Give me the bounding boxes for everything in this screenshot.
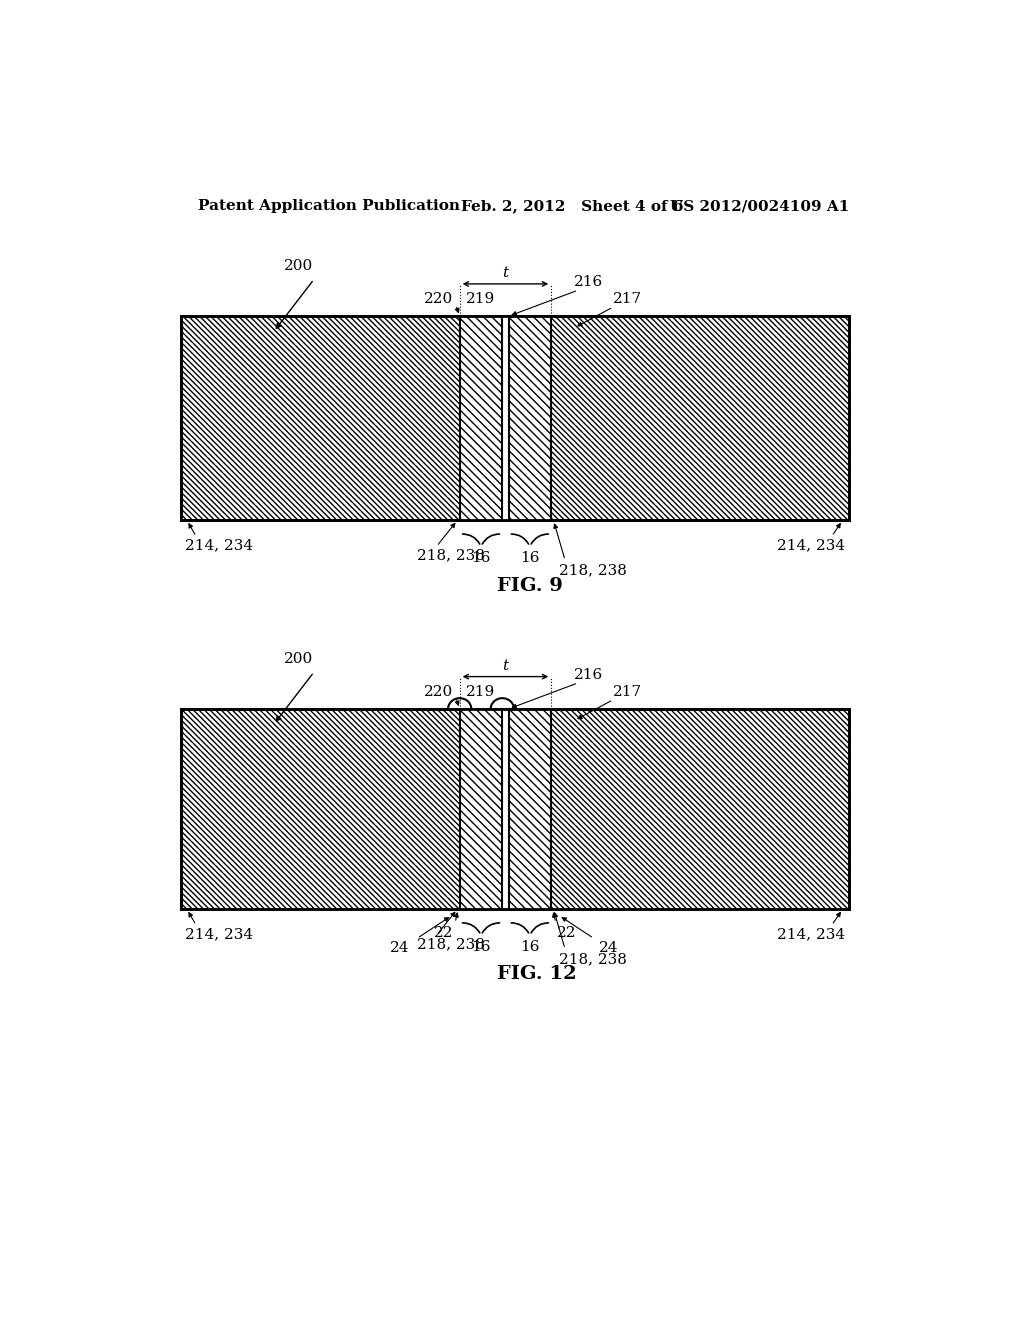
Text: 200: 200 <box>284 652 313 665</box>
Text: 16: 16 <box>520 940 540 954</box>
Text: 220: 220 <box>424 292 454 306</box>
Bar <box>180 317 460 520</box>
Text: 16: 16 <box>520 552 540 565</box>
Bar <box>180 709 460 909</box>
Text: 200: 200 <box>284 259 313 273</box>
Text: 218, 238: 218, 238 <box>417 937 485 950</box>
Bar <box>460 317 503 520</box>
Text: 218, 238: 218, 238 <box>559 952 627 966</box>
Bar <box>180 317 849 520</box>
Text: 24: 24 <box>599 941 618 956</box>
Text: 16: 16 <box>471 940 490 954</box>
Bar <box>180 317 849 520</box>
Text: FIG. 12: FIG. 12 <box>497 965 577 983</box>
Bar <box>551 709 849 909</box>
Bar <box>180 709 849 909</box>
Text: Feb. 2, 2012   Sheet 4 of 6: Feb. 2, 2012 Sheet 4 of 6 <box>461 199 684 213</box>
Text: t: t <box>503 267 509 280</box>
Text: 218, 238: 218, 238 <box>417 548 485 562</box>
Text: 216: 216 <box>574 276 604 289</box>
Text: FIG. 9: FIG. 9 <box>497 577 562 594</box>
Text: 219: 219 <box>466 292 496 306</box>
Text: 24: 24 <box>390 941 410 956</box>
Bar <box>503 709 509 909</box>
Bar <box>503 317 509 520</box>
Text: 217: 217 <box>613 685 642 700</box>
Text: 214, 234: 214, 234 <box>777 927 845 941</box>
Text: Patent Application Publication: Patent Application Publication <box>198 199 460 213</box>
Bar <box>551 317 849 520</box>
Text: US 2012/0024109 A1: US 2012/0024109 A1 <box>671 199 850 213</box>
Bar <box>460 709 503 909</box>
Text: 220: 220 <box>424 685 454 700</box>
Text: 218, 238: 218, 238 <box>559 564 627 577</box>
Text: 214, 234: 214, 234 <box>184 539 253 552</box>
Text: 217: 217 <box>613 292 642 306</box>
Text: 22: 22 <box>557 927 577 940</box>
Text: 219: 219 <box>466 685 496 700</box>
Text: 214, 234: 214, 234 <box>184 927 253 941</box>
Text: 16: 16 <box>471 552 490 565</box>
Text: 214, 234: 214, 234 <box>777 539 845 552</box>
Bar <box>509 317 551 520</box>
Text: t: t <box>503 659 509 673</box>
Bar <box>180 709 849 909</box>
Text: 216: 216 <box>574 668 604 682</box>
Text: 22: 22 <box>434 927 454 940</box>
Bar <box>509 709 551 909</box>
